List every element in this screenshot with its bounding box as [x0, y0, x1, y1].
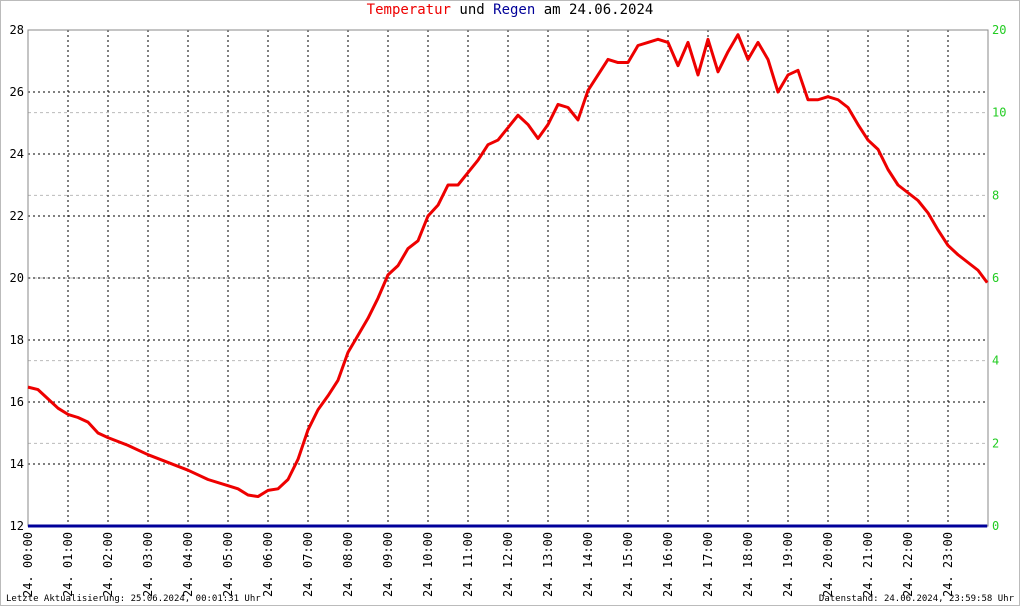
- y2-tick-label: 4: [992, 354, 999, 368]
- y2-tick-label: 6: [992, 271, 999, 285]
- title-date: am 24.06.2024: [544, 2, 654, 18]
- title-rain: Regen: [493, 2, 535, 18]
- x-tick-label: 24. 10:00: [421, 532, 435, 597]
- x-tick-label: 24. 13:00: [541, 532, 555, 597]
- y-tick-label: 22: [10, 209, 24, 223]
- x-tick-label: 24. 08:00: [341, 532, 355, 597]
- x-tick-label: 24. 19:00: [781, 532, 795, 597]
- title-temp: Temperatur: [367, 2, 451, 18]
- y-tick-label: 16: [10, 395, 24, 409]
- footer-left: Letzte Aktualisierung: 25.06.2024, 00:01…: [6, 594, 261, 604]
- y-tick-label: 14: [10, 457, 24, 471]
- x-tick-label: 24. 04:00: [181, 532, 195, 597]
- y-tick-label: 12: [10, 519, 24, 533]
- x-tick-label: 24. 17:00: [701, 532, 715, 597]
- x-tick-label: 24. 03:00: [141, 532, 155, 597]
- x-tick-label: 24. 21:00: [861, 532, 875, 597]
- y2-tick-label: 8: [992, 188, 999, 202]
- y2-tick-label: 20: [992, 23, 1006, 37]
- x-tick-label: 24. 12:00: [501, 532, 515, 597]
- y-tick-label: 24: [10, 147, 24, 161]
- footer-right: Datenstand: 24.06.2024, 23:59:58 Uhr: [819, 594, 1015, 604]
- x-tick-label: 24. 09:00: [381, 532, 395, 597]
- x-tick-label: 24. 00:00: [21, 532, 35, 597]
- data-line: [27, 33, 989, 499]
- x-tick-label: 24. 05:00: [221, 532, 235, 597]
- x-tick-label: 24. 18:00: [741, 532, 755, 597]
- chart-title: Temperatur und Regen am 24.06.2024: [367, 2, 654, 18]
- x-tick-label: 24. 23:00: [941, 532, 955, 597]
- x-tick-label: 24. 01:00: [61, 532, 75, 597]
- x-tick-label: 24. 22:00: [901, 532, 915, 597]
- title-join: und: [459, 2, 484, 18]
- y-tick-label: 28: [10, 23, 24, 37]
- x-tick-label: 24. 20:00: [821, 532, 835, 597]
- x-tick-label: 24. 06:00: [261, 532, 275, 597]
- y-tick-label: 18: [10, 333, 24, 347]
- x-tick-label: 24. 14:00: [581, 532, 595, 597]
- y2-tick-label: 0: [992, 519, 999, 533]
- x-tick-label: 24. 16:00: [661, 532, 675, 597]
- x-tick-label: 24. 15:00: [621, 532, 635, 597]
- y2-tick-label: 2: [992, 436, 999, 450]
- x-tick-label: 24. 11:00: [461, 532, 475, 597]
- y-tick-label: 20: [10, 271, 24, 285]
- y-tick-label: 26: [10, 85, 24, 99]
- x-tick-label: 24. 02:00: [101, 532, 115, 597]
- y2-tick-label: 10: [992, 106, 1006, 120]
- x-tick-label: 24. 07:00: [301, 532, 315, 597]
